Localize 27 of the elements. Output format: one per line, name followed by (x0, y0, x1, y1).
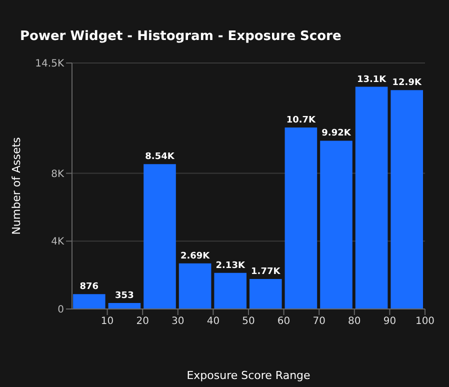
x-tick-label: 70 (312, 316, 326, 328)
y-tick-label: 4K (51, 236, 64, 248)
x-tick-label: 80 (348, 316, 361, 328)
x-tick-label: 30 (172, 316, 184, 328)
x-tick-label: 40 (206, 316, 220, 328)
x-tick-label: 10 (100, 316, 114, 328)
y-axis-title: Number of Assets (10, 136, 23, 235)
x-tick-label: 50 (242, 316, 255, 328)
data-label: 353 (115, 291, 134, 302)
data-label: 1.77K (251, 266, 282, 277)
x-tick-label: 100 (415, 316, 435, 328)
data-label: 2.13K (216, 260, 246, 271)
x-tick-label: 20 (136, 316, 149, 328)
x-tick-label: 90 (383, 316, 396, 328)
data-label: 12.9K (392, 78, 422, 88)
data-label: 2.69K (180, 251, 211, 262)
y-tick-label: 14.5K (35, 58, 64, 70)
data-label: 13.1K (356, 74, 388, 85)
x-tick-label: 60 (277, 316, 290, 328)
data-label: 876 (80, 282, 99, 292)
data-label: 9.92K (322, 128, 352, 139)
data-label: 10.7K (286, 115, 317, 126)
x-axis-title: Exposure Score Range (186, 369, 311, 382)
data-label: 8.54K (145, 152, 176, 162)
chart-title: Power Widget - Histogram - Exposure Score (20, 29, 342, 44)
y-tick-label: 0 (58, 304, 64, 316)
y-tick-label: 8K (51, 168, 64, 180)
